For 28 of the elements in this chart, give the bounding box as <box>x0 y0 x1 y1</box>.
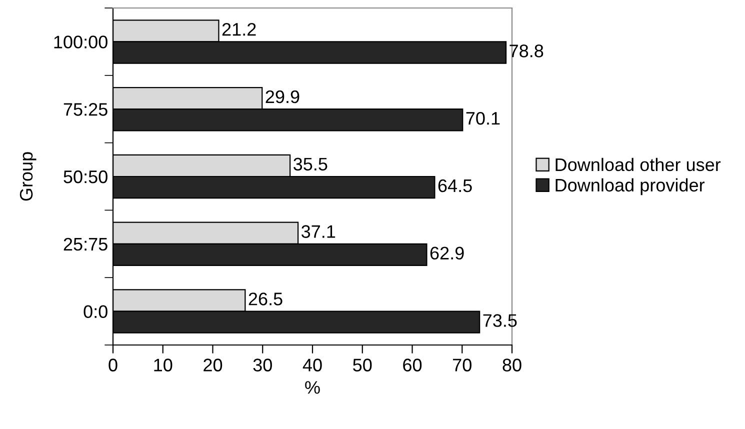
x-tick-label: 50 <box>353 358 372 372</box>
y-tick-label: 0:0 <box>84 305 108 318</box>
data-label: 21.2 <box>222 22 256 36</box>
x-axis-title: % <box>305 381 320 394</box>
y-tick-label: 75:25 <box>64 103 108 116</box>
y-axis-title: Group <box>20 152 36 201</box>
legend-label: Download other user <box>556 158 721 172</box>
data-label: 29.9 <box>266 90 300 104</box>
x-tick-label: 30 <box>253 358 272 372</box>
data-label: 70.1 <box>466 112 500 125</box>
data-label: 35.5 <box>294 158 328 171</box>
x-tick-label: 20 <box>204 358 222 372</box>
data-label: 73.5 <box>483 314 517 327</box>
y-tick-label: 100:00 <box>54 36 108 48</box>
x-tick-label: 60 <box>403 358 422 372</box>
y-tick-label: 25:75 <box>64 238 108 251</box>
data-label: 78.8 <box>510 44 544 58</box>
data-label: 62.9 <box>430 246 464 260</box>
x-tick-label: 10 <box>154 358 172 372</box>
data-label: 26.5 <box>248 292 282 306</box>
data-label: 64.5 <box>438 179 472 192</box>
y-tick-label: 50:50 <box>64 170 108 184</box>
legend-label: Download provider <box>556 178 705 196</box>
x-tick-label: 0 <box>108 358 118 372</box>
data-label: 37.1 <box>302 225 336 238</box>
x-tick-label: 70 <box>453 358 472 372</box>
x-tick-label: 80 <box>502 358 522 372</box>
x-tick-label: 40 <box>302 358 322 372</box>
